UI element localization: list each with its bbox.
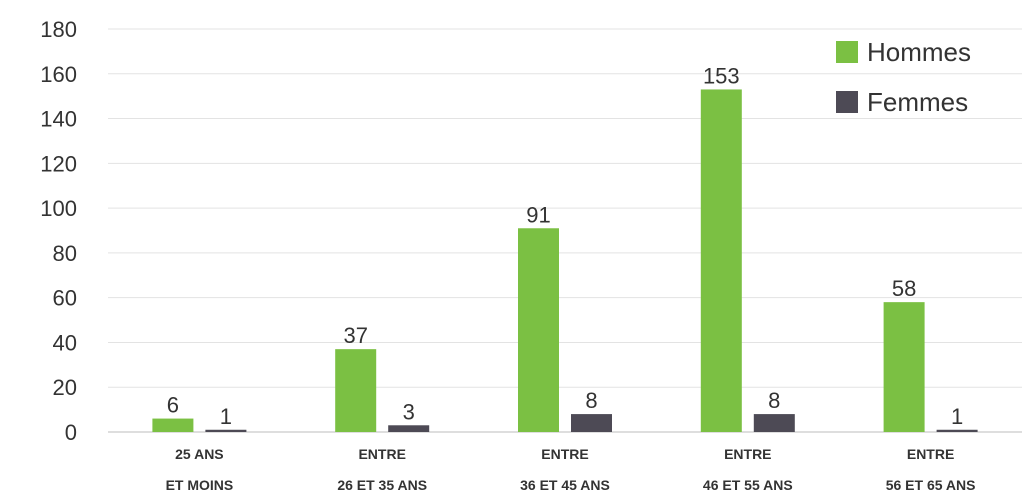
y-tick-label: 80 — [53, 241, 77, 266]
bar-hommes — [518, 228, 559, 432]
bar-hommes — [152, 418, 194, 432]
x-tick-label: ET MOINS — [166, 477, 234, 493]
data-label: 8 — [768, 388, 780, 413]
x-tick-label: ENTRE — [541, 446, 588, 462]
bar-femmes — [753, 414, 795, 432]
y-tick-label: 40 — [53, 330, 77, 355]
x-axis: 25 ANS ET MOINS ENTRE 26 ET 35 ANS ENTRE 36 E… — [166, 446, 976, 493]
y-tick-label: 0 — [65, 420, 77, 445]
data-label: 6 — [167, 393, 179, 418]
legend: Hommes Femmes — [836, 37, 971, 117]
y-tick-label: 160 — [40, 62, 77, 87]
x-tick-label: 46 ET 55 ANS — [703, 477, 793, 493]
x-tick-label: ENTRE — [907, 446, 954, 462]
bar-femmes — [388, 425, 430, 432]
y-tick-label: 140 — [40, 107, 77, 132]
y-axis: 0 20 40 60 80 100 120 140 160 180 — [40, 17, 77, 445]
bar-femmes — [571, 414, 612, 432]
data-label: 91 — [526, 202, 550, 227]
bars: 6 1 37 3 91 8 153 8 58 1 — [152, 63, 978, 432]
x-tick-label: 56 ET 65 ANS — [886, 477, 976, 493]
data-label: 8 — [585, 388, 597, 413]
data-label: 37 — [343, 323, 367, 348]
bar-femmes — [205, 429, 247, 432]
legend-swatch-femmes — [836, 91, 858, 113]
bar-hommes — [335, 349, 377, 432]
x-tick-label: 25 ANS — [175, 446, 224, 462]
bar-hommes — [700, 89, 742, 432]
legend-label-femmes: Femmes — [867, 87, 968, 117]
y-tick-label: 120 — [40, 151, 77, 176]
gridlines — [108, 28, 1022, 433]
bar-femmes — [936, 429, 978, 432]
data-label: 58 — [892, 276, 916, 301]
y-tick-label: 60 — [53, 286, 77, 311]
data-label: 3 — [403, 399, 415, 424]
data-label: 153 — [703, 63, 740, 88]
y-tick-label: 180 — [40, 17, 77, 42]
x-tick-label: ENTRE — [358, 446, 405, 462]
x-tick-label: 36 ET 45 ANS — [520, 477, 610, 493]
x-tick-label: 26 ET 35 ANS — [337, 477, 427, 493]
data-label: 1 — [220, 404, 232, 429]
legend-label-hommes: Hommes — [867, 37, 971, 67]
data-label: 1 — [951, 404, 963, 429]
y-tick-label: 20 — [53, 375, 77, 400]
legend-swatch-hommes — [836, 41, 858, 63]
x-tick-label: ENTRE — [724, 446, 771, 462]
y-tick-label: 100 — [40, 196, 77, 221]
bar-hommes — [883, 302, 925, 432]
